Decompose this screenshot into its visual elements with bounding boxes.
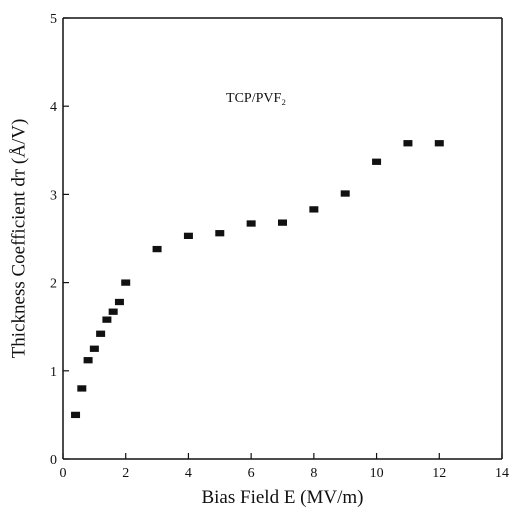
y-ticks: 0 1 2 3 4 5 xyxy=(50,12,69,468)
x-tick-label: 0 xyxy=(60,466,67,481)
plot-frame xyxy=(62,17,503,460)
x-tick-label: 12 xyxy=(432,466,446,481)
data-point xyxy=(372,158,382,165)
x-tick-label: 8 xyxy=(310,466,317,481)
data-point xyxy=(183,232,193,240)
data-point xyxy=(309,206,319,213)
x-ticks: 0 2 4 6 8 10 12 14 xyxy=(60,453,509,481)
data-point xyxy=(108,308,118,315)
x-tick-label: 14 xyxy=(495,466,509,481)
x-tick-label: 2 xyxy=(122,466,129,481)
y-tick-label: 5 xyxy=(50,12,57,27)
data-point xyxy=(102,316,112,323)
data-point xyxy=(434,140,444,147)
data-point xyxy=(89,345,99,352)
data-point xyxy=(114,298,124,306)
y-tick-label: 3 xyxy=(50,188,57,203)
data-point xyxy=(152,245,162,253)
x-axis-label: Bias Field E (MV/m) xyxy=(201,487,363,508)
data-point xyxy=(340,190,350,197)
data-point xyxy=(278,219,287,226)
data-point xyxy=(121,279,131,286)
x-tick-label: 6 xyxy=(248,466,255,481)
data-point xyxy=(71,411,81,419)
data-point xyxy=(215,230,225,237)
data-points xyxy=(71,140,444,419)
chart-annotation: TCP/PVF₂ xyxy=(226,91,286,106)
x-tick-label: 10 xyxy=(370,466,384,481)
data-point xyxy=(246,220,256,227)
data-point xyxy=(77,385,87,392)
y-axis-label: Thickness Coefficient dᴛ (Å/V) xyxy=(8,119,29,359)
y-tick-label: 1 xyxy=(50,365,57,380)
x-tick-label: 4 xyxy=(185,466,192,481)
y-tick-label: 2 xyxy=(50,277,57,292)
y-tick-label: 4 xyxy=(50,100,57,115)
data-point xyxy=(96,330,106,337)
data-point xyxy=(403,140,413,147)
data-point xyxy=(83,357,93,364)
y-tick-label: 0 xyxy=(50,453,57,468)
